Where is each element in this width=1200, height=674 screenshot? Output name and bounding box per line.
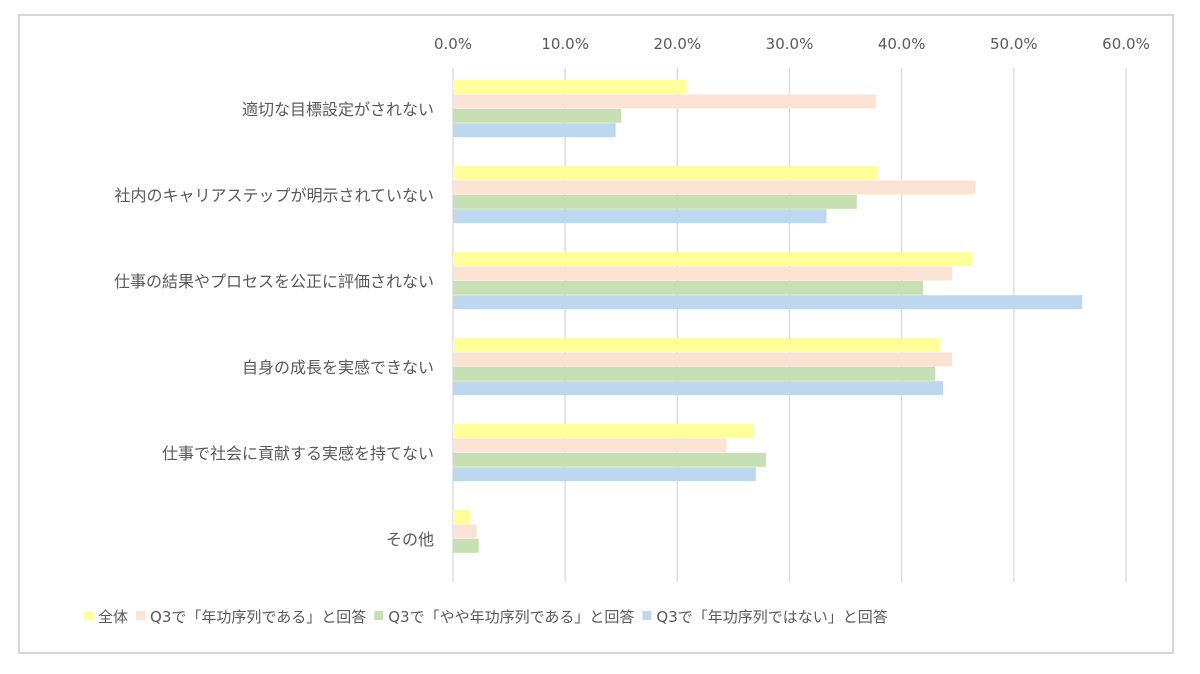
- bar: [453, 538, 479, 553]
- bar: [453, 510, 470, 524]
- legend-swatch: [374, 611, 384, 620]
- chart-frame: 0.0% 10.0% 20.0% 30.0% 40.0% 50.0% 60.0% 適切な目標…: [18, 14, 1174, 654]
- bar: [453, 266, 953, 281]
- gridlines: [452, 68, 1127, 582]
- bar: [453, 80, 687, 94]
- bar: [453, 424, 754, 438]
- bar: [453, 209, 827, 224]
- bar-chart: 0.0% 10.0% 20.0% 30.0% 40.0% 50.0% 60.0% 適切な目標…: [84, 35, 1150, 626]
- legend: 全体 Q3で「年功序列である」と回答 Q3で「やや年功序列である」と回答 Q3で「年功…: [84, 608, 888, 626]
- bar: [453, 524, 477, 539]
- category-label: 社内のキャリアステップが明示されていない: [114, 186, 434, 205]
- category-label: その他: [386, 530, 434, 549]
- bar: [453, 338, 940, 352]
- x-tick-label: 30.0%: [766, 35, 814, 53]
- legend-label: Q3で「年功序列ではない」と回答: [656, 608, 887, 626]
- x-tick-label: 40.0%: [878, 35, 926, 53]
- legend-label: Q3で「やや年功序列である」と回答: [388, 608, 634, 626]
- category-label: 自身の成長を実感できない: [242, 358, 434, 377]
- x-axis-ticks: 0.0% 10.0% 20.0% 30.0% 40.0% 50.0% 60.0%: [434, 35, 1150, 53]
- x-tick-label: 10.0%: [541, 35, 589, 53]
- legend-swatch: [642, 611, 652, 620]
- x-tick-label: 50.0%: [990, 35, 1038, 53]
- x-tick-label: 0.0%: [434, 35, 472, 53]
- bar: [453, 194, 857, 209]
- legend-label: Q3で「年功序列である」と回答: [150, 608, 366, 626]
- category-label: 適切な目標設定がされない: [242, 100, 434, 119]
- x-tick-label: 20.0%: [654, 35, 702, 53]
- bars: [453, 80, 1083, 553]
- bar: [453, 94, 876, 109]
- bar: [453, 366, 936, 381]
- bar: [453, 180, 976, 195]
- bar: [453, 252, 973, 266]
- category-labels: 適切な目標設定がされない社内のキャリアステップが明示されていない仕事の結果やプロ…: [114, 100, 434, 549]
- bar: [453, 295, 1083, 310]
- bar: [453, 280, 923, 295]
- category-label: 仕事の結果やプロセスを公正に評価されない: [114, 272, 434, 291]
- bar: [453, 166, 877, 180]
- legend-swatch: [136, 611, 146, 620]
- bar: [453, 452, 766, 467]
- bar: [453, 108, 622, 123]
- bar: [453, 467, 756, 482]
- bar: [453, 123, 616, 138]
- category-label: 仕事で社会に貢献する実感を持てない: [162, 444, 434, 463]
- bar: [453, 381, 944, 396]
- bar: [453, 352, 953, 367]
- legend-swatch: [84, 611, 93, 620]
- x-tick-label: 60.0%: [1102, 35, 1150, 53]
- legend-label: 全体: [98, 608, 128, 626]
- bar: [453, 438, 727, 453]
